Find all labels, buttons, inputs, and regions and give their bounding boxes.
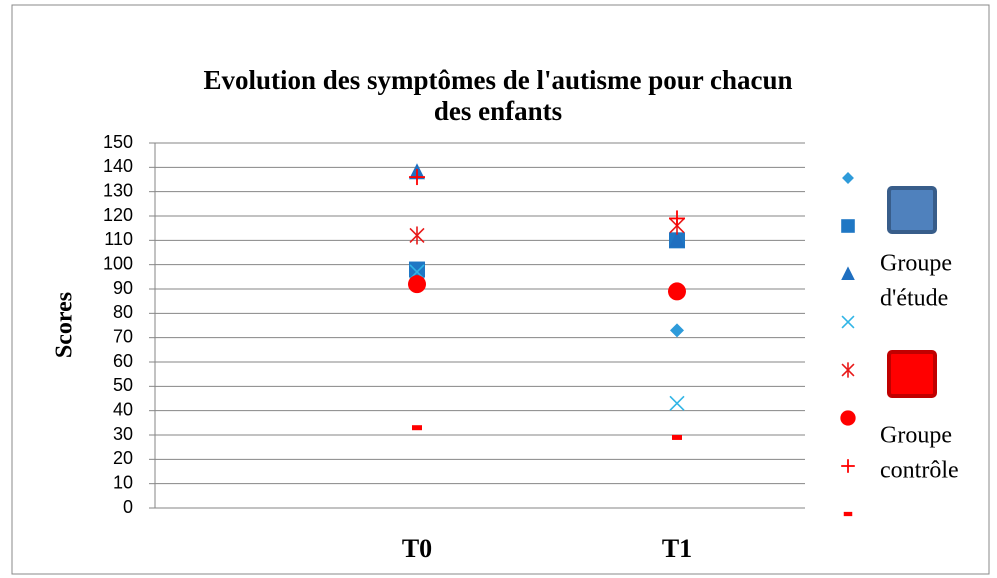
y-tick-label: 140: [103, 156, 133, 176]
y-tick-label: 20: [113, 448, 133, 468]
legend-marker: [840, 410, 856, 426]
data-point-part: [669, 395, 685, 411]
data-point: [409, 226, 425, 245]
y-tick-label: 70: [113, 326, 133, 346]
legend-marker: [841, 219, 855, 233]
data-point-part: [412, 425, 422, 431]
data-point-part: [408, 275, 426, 294]
y-tick-label: 10: [113, 472, 133, 492]
data-point: [408, 275, 426, 294]
y-tick-label: 130: [103, 180, 133, 200]
data-point: [412, 425, 422, 431]
y-tick-label: 60: [113, 351, 133, 371]
y-tick-label: 100: [103, 253, 133, 273]
y-tick-label: 110: [104, 229, 133, 249]
data-point: [669, 231, 685, 248]
data-point: [669, 395, 685, 411]
data-point-part: [668, 282, 686, 301]
data-point-part: [672, 434, 682, 440]
data-point-part: [670, 323, 684, 338]
legend-marker-part: [843, 511, 853, 517]
data-point: [668, 282, 686, 301]
y-tick-label: 30: [113, 424, 133, 444]
data-point-part: [409, 261, 425, 278]
y-axis-label: Scores: [52, 292, 78, 358]
legend-marker-part: [841, 219, 855, 233]
y-tick-label: 120: [103, 205, 133, 225]
chart-title: Evolution des symptômes de l'autisme pou…: [203, 65, 792, 95]
legend-group-swatch: [887, 350, 937, 398]
legend-marker-part: [841, 266, 855, 280]
data-point: [409, 261, 425, 278]
legend-marker-part: [840, 410, 856, 426]
legend-group-label: Groupe: [880, 251, 952, 277]
legend-marker: [841, 459, 855, 473]
legend-marker-part: [841, 315, 855, 329]
y-tick-label: 0: [123, 497, 133, 517]
legend-marker: [841, 362, 855, 378]
legend-marker: [841, 315, 855, 329]
y-tick-label: 40: [113, 399, 133, 419]
legend-marker: [841, 266, 855, 280]
y-tick-label: 80: [113, 302, 133, 322]
data-point: [409, 169, 425, 186]
y-tick-label: 150: [103, 132, 133, 152]
legend-group-label: Groupe: [880, 423, 952, 449]
legend-group-label: d'étude: [880, 286, 948, 312]
chart-title: des enfants: [434, 96, 562, 126]
x-tick-label: T0: [402, 534, 432, 563]
y-tick-label: 90: [113, 278, 133, 298]
data-point: [672, 434, 682, 440]
legend-group-swatch: [887, 186, 937, 234]
data-point: [670, 323, 684, 338]
data-point-part: [669, 231, 685, 248]
data-point: [669, 210, 685, 227]
legend-marker: [842, 172, 854, 184]
y-tick-label: 50: [113, 375, 133, 395]
legend-group-label: contrôle: [880, 458, 959, 484]
legend-marker-part: [842, 172, 854, 184]
legend-marker: [843, 511, 853, 517]
x-tick-label: T1: [662, 534, 692, 563]
